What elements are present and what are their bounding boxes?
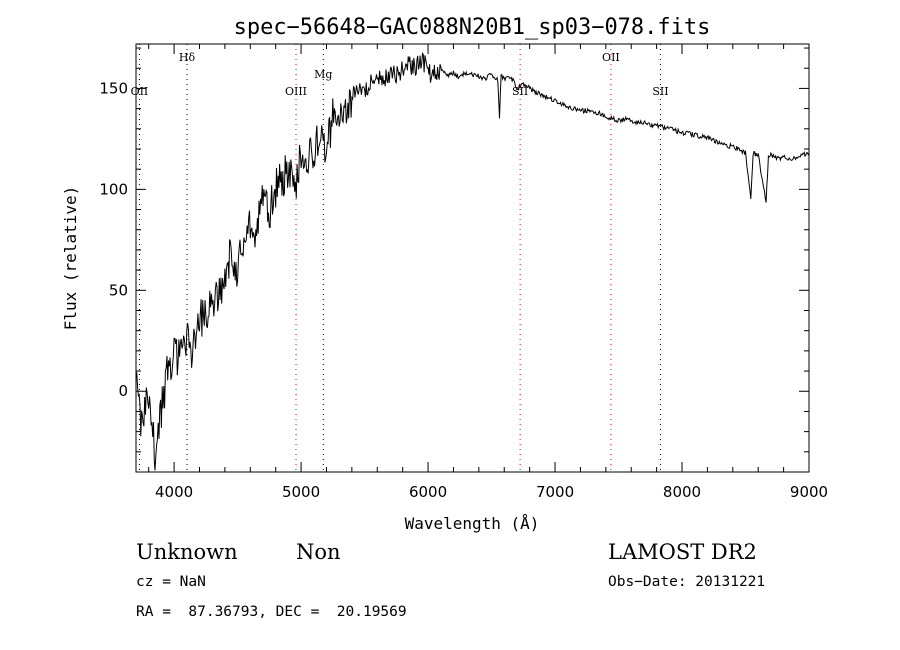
chart-title: spec−56648−GAC088N20B1_sp03−078.fits [234, 15, 711, 40]
line-marker-label-5: OII [602, 51, 620, 64]
y-tick-label: 100 [99, 180, 128, 198]
axis-ticks [136, 44, 810, 473]
line-marker-label-1: Hδ [179, 51, 196, 64]
x-tick-label: 5000 [282, 483, 320, 501]
redshift-text: cz = NaN [136, 574, 206, 590]
y-axis-label: Flux (relative) [61, 186, 80, 331]
x-tick-label: 4000 [155, 483, 193, 501]
line-marker-label-3: Mg [314, 68, 332, 81]
obs-date-text: Obs−Date: 20131221 [608, 574, 766, 590]
x-axis-label: Wavelength (Å) [405, 514, 540, 533]
y-tick-label: 0 [118, 382, 128, 400]
line-marker-label-0: OII [131, 85, 149, 98]
x-tick-label: 9000 [790, 483, 828, 501]
y-tick-label: 50 [109, 281, 128, 299]
line-marker-label-2: OIII [285, 85, 307, 98]
y-tick-label: 150 [99, 79, 128, 97]
survey-label: LAMOST DR2 [608, 540, 757, 564]
x-tick-label: 7000 [536, 483, 574, 501]
plot-frame [135, 43, 810, 473]
x-tick-label: 6000 [409, 483, 447, 501]
tick-labels: 4000 5000 6000 7000 8000 9000 0 50 100 150 [99, 79, 828, 501]
subclass-label: Non [296, 540, 341, 564]
line-marker-label-6: SII [652, 85, 668, 98]
class-label: Unknown [136, 540, 238, 564]
spectrum-line [135, 52, 810, 471]
coordinates-text: RA = 87.36793, DEC = 20.19569 [136, 604, 407, 620]
x-tick-label: 8000 [663, 483, 701, 501]
